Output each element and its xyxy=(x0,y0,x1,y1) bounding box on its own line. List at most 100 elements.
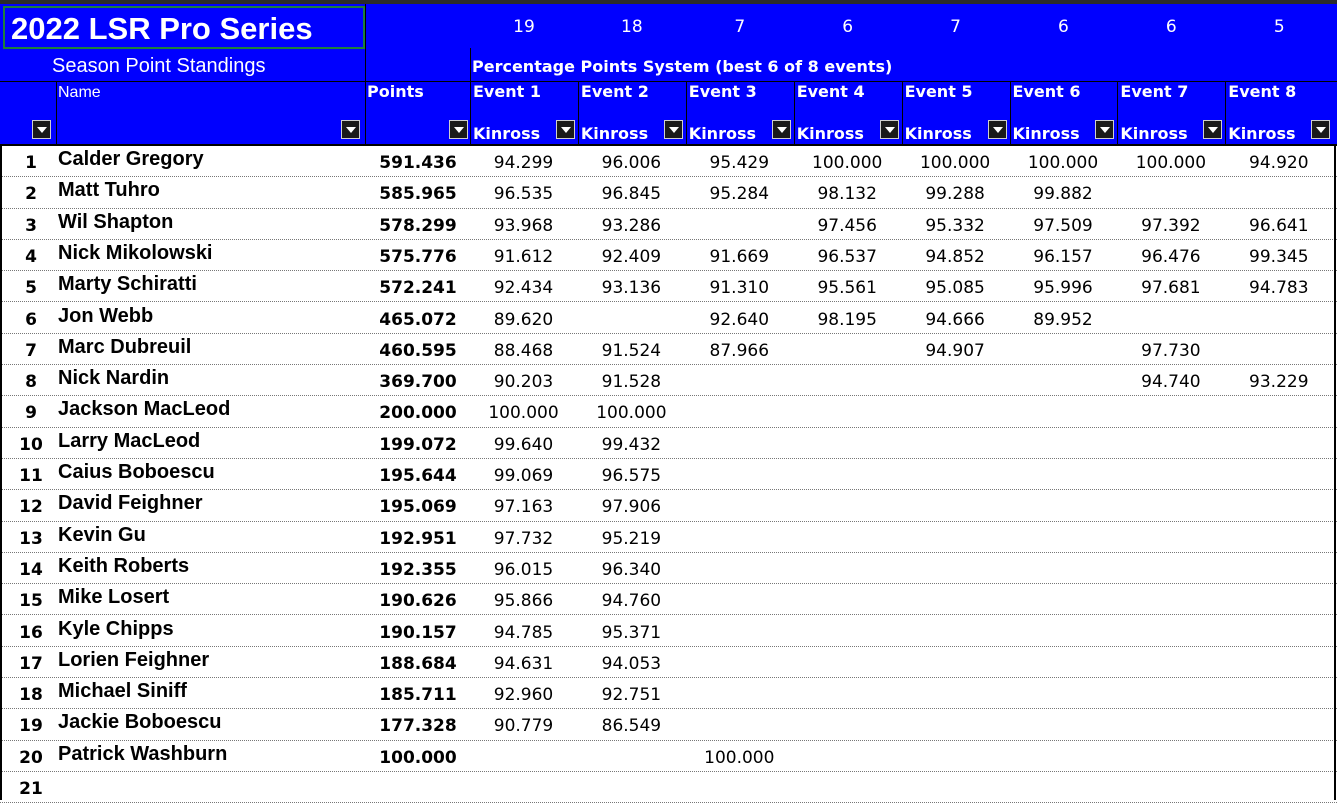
points-cell[interactable]: 177.328 xyxy=(379,716,457,737)
rank-cell[interactable]: 12 xyxy=(19,497,43,518)
event-2-score-cell[interactable]: 93.136 xyxy=(601,278,662,299)
rank-cell[interactable]: 15 xyxy=(19,591,43,612)
name-cell[interactable]: Kevin Gu xyxy=(58,523,146,546)
name-cell[interactable]: Keith Roberts xyxy=(58,554,190,577)
points-cell[interactable]: 192.355 xyxy=(379,559,457,580)
rank-cell[interactable]: 3 xyxy=(25,215,37,236)
event-6-score-cell[interactable]: 97.509 xyxy=(1033,215,1093,236)
points-cell[interactable]: 185.711 xyxy=(379,685,457,706)
event-5-score-cell[interactable]: 99.288 xyxy=(925,184,985,205)
rank-cell[interactable]: 10 xyxy=(19,434,43,455)
event-8-score-cell[interactable]: 94.783 xyxy=(1249,278,1309,299)
event-4-score-cell[interactable]: 97.456 xyxy=(817,215,877,236)
rank-cell[interactable]: 13 xyxy=(19,528,43,549)
event-4-score-cell[interactable]: 98.195 xyxy=(817,309,877,330)
event-7-score-cell[interactable]: 96.476 xyxy=(1141,246,1201,267)
name-cell[interactable]: Michael Siniff xyxy=(58,680,187,703)
event-1-score-cell[interactable]: 89.620 xyxy=(493,309,554,330)
event-6-score-cell[interactable]: 99.882 xyxy=(1033,184,1093,205)
points-cell[interactable]: 195.069 xyxy=(379,497,457,518)
event-1-filter-button[interactable] xyxy=(555,120,575,139)
points-cell[interactable]: 188.684 xyxy=(379,653,457,674)
event-6-score-cell[interactable]: 96.157 xyxy=(1033,246,1093,267)
event-1-score-cell[interactable]: 99.069 xyxy=(493,466,554,486)
name-cell[interactable]: Mike Losert xyxy=(58,586,170,609)
event-1-score-cell[interactable]: 92.960 xyxy=(493,685,554,706)
event-7-score-cell[interactable]: 100.000 xyxy=(1135,153,1207,173)
event-2-score-cell[interactable]: 99.432 xyxy=(601,434,662,455)
event-6-filter-button[interactable] xyxy=(1095,120,1115,139)
points-cell[interactable]: 192.951 xyxy=(379,528,457,549)
event-8-score-cell[interactable]: 93.229 xyxy=(1249,372,1309,393)
event-1-score-cell[interactable]: 99.640 xyxy=(493,434,554,455)
name-cell[interactable]: Jon Webb xyxy=(58,304,154,327)
points-cell[interactable]: 200.000 xyxy=(379,403,457,424)
event-1-score-cell[interactable]: 91.612 xyxy=(493,246,554,267)
event-4-filter-button[interactable] xyxy=(879,120,899,139)
event-4-score-cell[interactable] xyxy=(794,779,901,809)
event-2-score-cell[interactable]: 91.528 xyxy=(601,372,662,393)
rank-cell[interactable]: 11 xyxy=(19,466,43,486)
event-8-score-cell[interactable] xyxy=(1225,779,1332,809)
points-cell[interactable]: 572.241 xyxy=(379,278,457,299)
event-8-score-cell[interactable]: 96.641 xyxy=(1249,215,1309,236)
event-3-score-cell[interactable]: 95.429 xyxy=(709,153,770,173)
event-1-score-cell[interactable]: 88.468 xyxy=(493,340,554,361)
points-cell[interactable]: 575.776 xyxy=(379,246,457,267)
event-2-score-cell[interactable]: 96.845 xyxy=(601,184,662,205)
points-cell[interactable]: 578.299 xyxy=(379,215,457,236)
event-4-score-cell[interactable]: 95.561 xyxy=(817,278,877,299)
name-filter-button[interactable] xyxy=(341,120,360,139)
event-2-score-cell[interactable]: 94.053 xyxy=(601,653,662,674)
event-5-filter-button[interactable] xyxy=(987,120,1007,139)
rank-cell[interactable]: 17 xyxy=(19,653,43,674)
rank-cell[interactable]: 21 xyxy=(19,779,43,799)
points-cell[interactable]: 195.644 xyxy=(379,466,457,486)
name-cell[interactable]: Kyle Chipps xyxy=(58,617,174,640)
event-1-score-cell[interactable]: 92.434 xyxy=(493,278,554,299)
event-7-score-cell[interactable]: 94.740 xyxy=(1141,372,1201,393)
event-6-score-cell[interactable]: 89.952 xyxy=(1033,309,1093,330)
event-2-score-cell[interactable]: 94.760 xyxy=(601,591,662,612)
event-4-score-cell[interactable]: 96.537 xyxy=(817,246,877,267)
event-1-score-cell[interactable]: 94.631 xyxy=(493,653,554,674)
name-cell[interactable]: Wil Shapton xyxy=(58,210,174,233)
event-5-score-cell[interactable]: 95.332 xyxy=(925,215,985,236)
event-5-score-cell[interactable]: 94.907 xyxy=(925,340,985,361)
event-3-score-cell[interactable]: 87.966 xyxy=(709,340,770,361)
rank-cell[interactable]: 4 xyxy=(25,246,37,267)
name-cell[interactable]: Calder Gregory xyxy=(58,148,204,170)
event-1-score-cell[interactable]: 100.000 xyxy=(488,403,559,424)
event-7-score-cell[interactable]: 97.681 xyxy=(1141,278,1201,299)
name-cell[interactable]: Nick Nardin xyxy=(58,367,170,390)
rank-cell[interactable]: 16 xyxy=(19,622,43,643)
points-cell[interactable]: 190.626 xyxy=(379,591,457,612)
points-cell[interactable] xyxy=(366,779,470,809)
name-cell[interactable]: Caius Boboescu xyxy=(58,461,215,483)
name-cell[interactable]: Patrick Washburn xyxy=(58,742,228,765)
rank-cell[interactable]: 19 xyxy=(19,716,43,737)
event-3-filter-button[interactable] xyxy=(771,120,791,139)
points-cell[interactable]: 199.072 xyxy=(379,434,457,455)
event-3-score-cell[interactable]: 91.310 xyxy=(709,278,770,299)
event-1-score-cell[interactable]: 96.015 xyxy=(493,559,554,580)
event-3-score-cell[interactable]: 95.284 xyxy=(709,184,770,205)
rank-cell[interactable]: 2 xyxy=(25,184,37,205)
event-2-score-cell[interactable]: 95.371 xyxy=(601,622,662,643)
rank-cell[interactable]: 8 xyxy=(25,372,37,393)
event-5-score-cell[interactable]: 100.000 xyxy=(919,153,991,173)
rank-cell[interactable]: 5 xyxy=(25,278,37,299)
event-1-score-cell[interactable]: 97.163 xyxy=(493,497,554,518)
event-7-filter-button[interactable] xyxy=(1203,120,1223,139)
event-2-filter-button[interactable] xyxy=(663,120,683,139)
event-2-score-cell[interactable]: 86.549 xyxy=(601,716,662,737)
event-2-score-cell[interactable]: 92.409 xyxy=(601,246,662,267)
event-1-score-cell[interactable]: 93.968 xyxy=(493,215,554,236)
event-1-score-cell[interactable]: 94.785 xyxy=(493,622,554,643)
name-cell[interactable]: Marc Dubreuil xyxy=(58,335,192,358)
points-cell[interactable]: 190.157 xyxy=(379,622,457,643)
event-8-filter-button[interactable] xyxy=(1311,120,1331,139)
event-1-score-cell[interactable]: 90.203 xyxy=(493,372,554,393)
rank-cell[interactable]: 7 xyxy=(25,340,37,361)
event-5-score-cell[interactable]: 94.666 xyxy=(925,309,985,330)
